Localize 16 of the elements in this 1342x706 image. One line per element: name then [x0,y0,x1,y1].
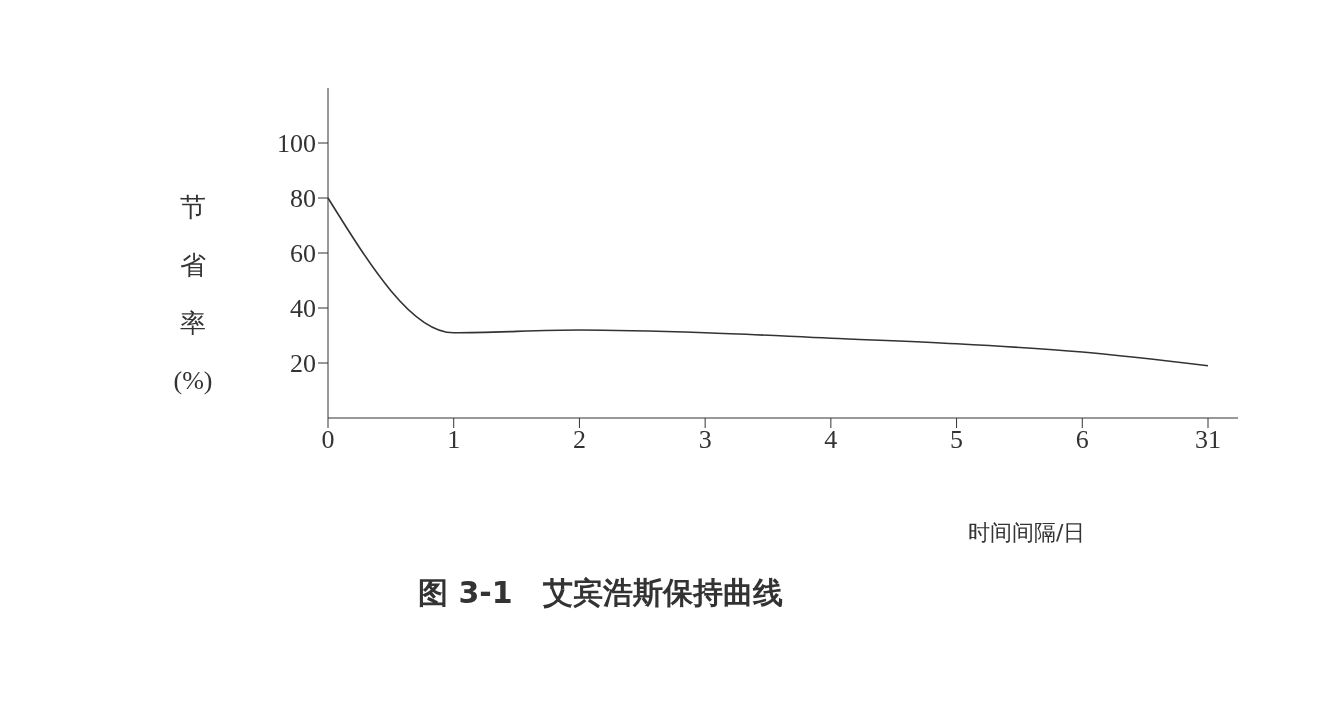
x-tick-label: 31 [1195,425,1221,455]
x-tick-label: 4 [824,425,838,455]
x-tick-label: 5 [950,425,964,455]
x-tick-label: 6 [1075,425,1089,455]
x-axis-title: 时间间隔/日 [968,519,1086,547]
y-tick-label: 40 [290,294,316,324]
y-tick-label: 60 [290,239,316,269]
y-tick-label: 80 [290,184,316,214]
x-tick-label: 3 [698,425,712,455]
x-tick-label: 1 [447,425,461,455]
x-tick-label: 2 [572,425,586,455]
y-tick-label: 100 [277,129,316,159]
text: 图 3-1 艾宾浩斯保持曲线 [418,574,783,612]
y-tick-label: 20 [290,349,316,379]
x-tick-label: 0 [321,425,335,455]
y-axis-title: 节省率 (%) [172,191,214,397]
